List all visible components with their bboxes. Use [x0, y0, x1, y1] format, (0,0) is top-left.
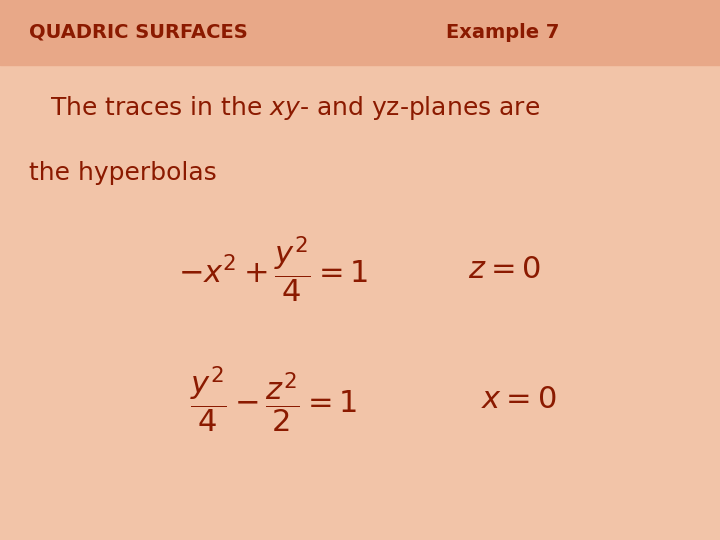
Bar — [0, 0, 720, 65]
Text: $\dfrac{y^2}{4}-\dfrac{z^2}{2}=1$: $\dfrac{y^2}{4}-\dfrac{z^2}{2}=1$ — [190, 364, 357, 435]
Text: Example 7: Example 7 — [446, 23, 559, 42]
Text: $-x^2+\dfrac{y^2}{4}=1$: $-x^2+\dfrac{y^2}{4}=1$ — [179, 235, 369, 305]
Text: the hyperbolas: the hyperbolas — [29, 161, 217, 185]
Text: $z=0$: $z=0$ — [467, 255, 541, 285]
Text: $x=0$: $x=0$ — [480, 385, 557, 414]
Text: The traces in the $\mathit{xy}$- and yz-planes are: The traces in the $\mathit{xy}$- and yz-… — [50, 94, 541, 122]
Text: QUADRIC SURFACES: QUADRIC SURFACES — [29, 23, 248, 42]
